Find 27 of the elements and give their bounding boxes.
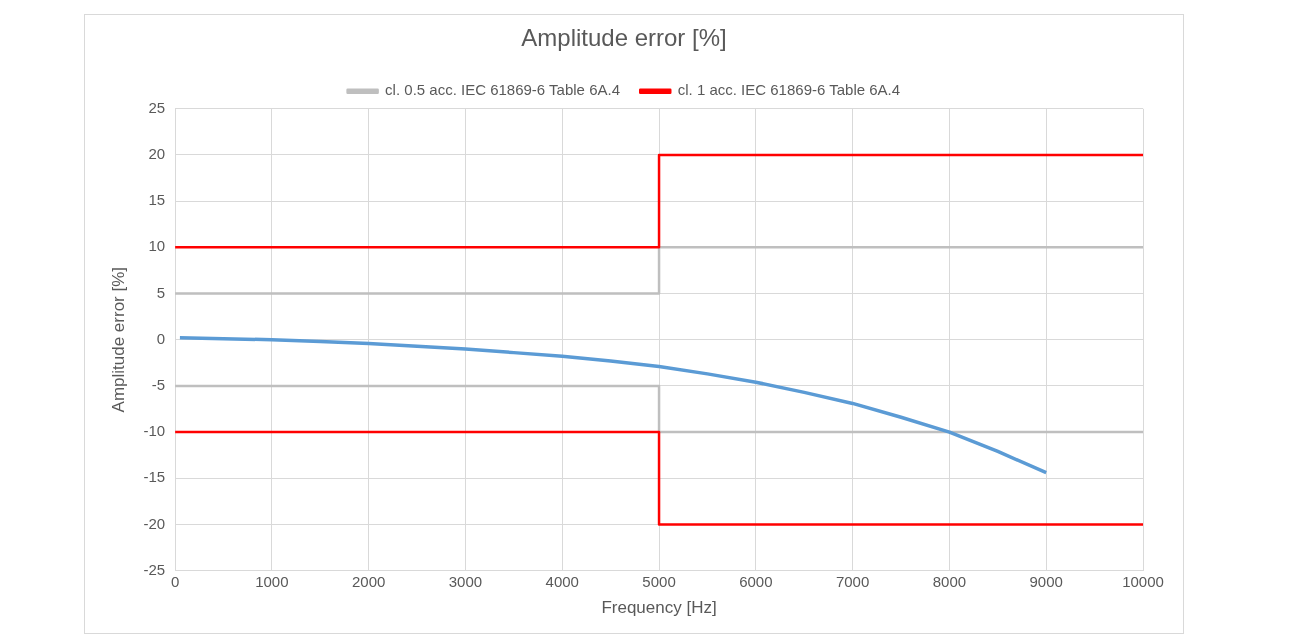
x-tick-label: 10000 [1122,572,1164,590]
y-tick-label: 15 [148,191,166,209]
x-axis-title: Frequency [Hz] [601,598,717,618]
legend-label: cl. 0.5 acc. IEC 61869-6 Table 6A.4 [385,81,620,99]
chart-title: Amplitude error [%] [521,24,727,52]
x-tick-label: 1000 [255,572,289,590]
x-tick-label: 8000 [932,572,967,590]
x-tick-label: 9000 [1029,572,1063,590]
legend-label: cl. 1 acc. IEC 61869-6 Table 6A.4 [677,81,901,99]
x-tick-label: 3000 [448,572,483,590]
y-tick-label: -5 [151,376,166,394]
y-tick-label: 25 [148,98,166,116]
y-tick-label: 20 [148,145,166,163]
y-tick-label: -20 [143,514,166,532]
x-tick-label: 4000 [545,572,579,590]
y-tick-label: 0 [156,329,166,347]
y-axis-title: Amplitude error [%] [108,266,128,413]
y-tick-label: 10 [148,237,166,255]
y-tick-label: -10 [143,422,166,440]
y-tick-label: 5 [156,283,166,301]
y-tick-label: -25 [143,560,166,578]
x-tick-label: 5000 [642,572,676,590]
x-tick-label: 0 [170,572,180,590]
x-tick-label: 7000 [835,572,870,590]
y-tick-label: -15 [143,468,166,486]
x-tick-label: 2000 [351,572,386,590]
x-tick-label: 6000 [739,572,773,590]
